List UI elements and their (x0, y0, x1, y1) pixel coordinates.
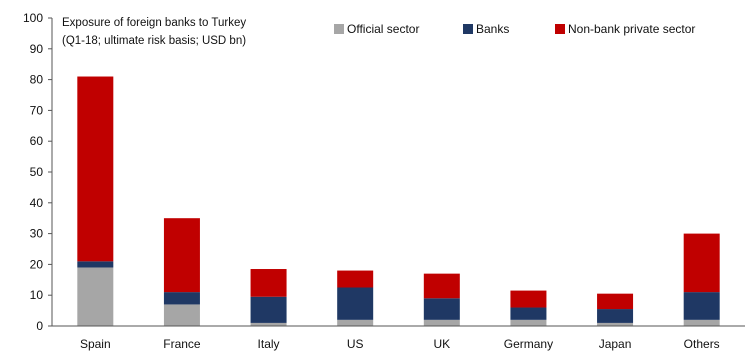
legend-item-banks: Banks (463, 22, 509, 36)
bar-us-official-sector (337, 320, 373, 326)
bar-uk-official-sector (424, 320, 460, 326)
y-tick-label: 30 (30, 227, 44, 241)
x-tick-label-others: Others (684, 337, 720, 351)
bar-us-banks (337, 288, 373, 320)
bar-spain-banks (77, 261, 113, 267)
bar-spain-non-bank-private-sector (77, 77, 113, 262)
bar-uk-banks (424, 298, 460, 320)
bar-others-official-sector (684, 320, 720, 326)
bar-uk-non-bank-private-sector (424, 274, 460, 299)
chart-title-line-2: (Q1-18; ultimate risk basis; USD bn) (62, 35, 246, 47)
x-tick-label-uk: UK (433, 337, 450, 351)
chart-title-line-1: Exposure of foreign banks to Turkey (62, 17, 246, 29)
legend-label-banks: Banks (476, 22, 509, 36)
legend-item-official-sector: Official sector (334, 22, 419, 36)
x-tick-label-spain: Spain (80, 337, 111, 351)
y-tick-label: 100 (23, 11, 43, 25)
y-axis: 0 10 20 30 40 50 60 70 80 90 100 (23, 11, 52, 333)
bar-spain-official-sector (77, 267, 113, 326)
bar-japan-banks (597, 309, 633, 323)
bar-germany-non-bank-private-sector (510, 291, 546, 308)
bar-others-non-bank-private-sector (684, 234, 720, 293)
x-tick-label-france: France (163, 337, 201, 351)
y-tick-label: 80 (30, 73, 44, 87)
bar-france-banks (164, 292, 200, 304)
y-tick-label: 40 (30, 196, 44, 210)
bar-us-non-bank-private-sector (337, 271, 373, 288)
bar-germany-official-sector (510, 320, 546, 326)
bar-italy-non-bank-private-sector (251, 269, 287, 297)
bar-france-non-bank-private-sector (164, 218, 200, 292)
x-tick-label-us: US (347, 337, 364, 351)
legend-label-non-bank-private-sector: Non-bank private sector (568, 22, 695, 36)
y-tick-label: 50 (30, 165, 44, 179)
x-tick-label-germany: Germany (504, 337, 553, 351)
y-tick-label: 10 (30, 288, 44, 302)
x-tick-label-japan: Japan (599, 337, 632, 351)
bars (77, 77, 719, 326)
bar-italy-banks (251, 297, 287, 323)
x-tick-label-italy: Italy (258, 337, 280, 351)
chart-title: Exposure of foreign banks to Turkey (Q1-… (62, 17, 246, 47)
y-tick-label: 90 (30, 42, 44, 56)
bar-japan-non-bank-private-sector (597, 294, 633, 309)
legend: Official sector Banks Non-bank private s… (334, 22, 695, 36)
x-axis: Spain France Italy US UK Germany Japan Others (52, 326, 745, 351)
legend-label-official-sector: Official sector (347, 22, 419, 36)
bar-others-banks (684, 292, 720, 320)
legend-swatch-banks (463, 24, 473, 34)
y-tick-label: 60 (30, 134, 44, 148)
bar-france-official-sector (164, 304, 200, 326)
bar-germany-banks (510, 308, 546, 320)
y-tick-label: 20 (30, 257, 44, 271)
legend-swatch-official-sector (334, 24, 344, 34)
y-tick-label: 70 (30, 103, 44, 117)
y-tick-label: 0 (36, 319, 43, 333)
legend-item-non-bank-private-sector: Non-bank private sector (555, 22, 695, 36)
legend-swatch-non-bank-private-sector (555, 24, 565, 34)
